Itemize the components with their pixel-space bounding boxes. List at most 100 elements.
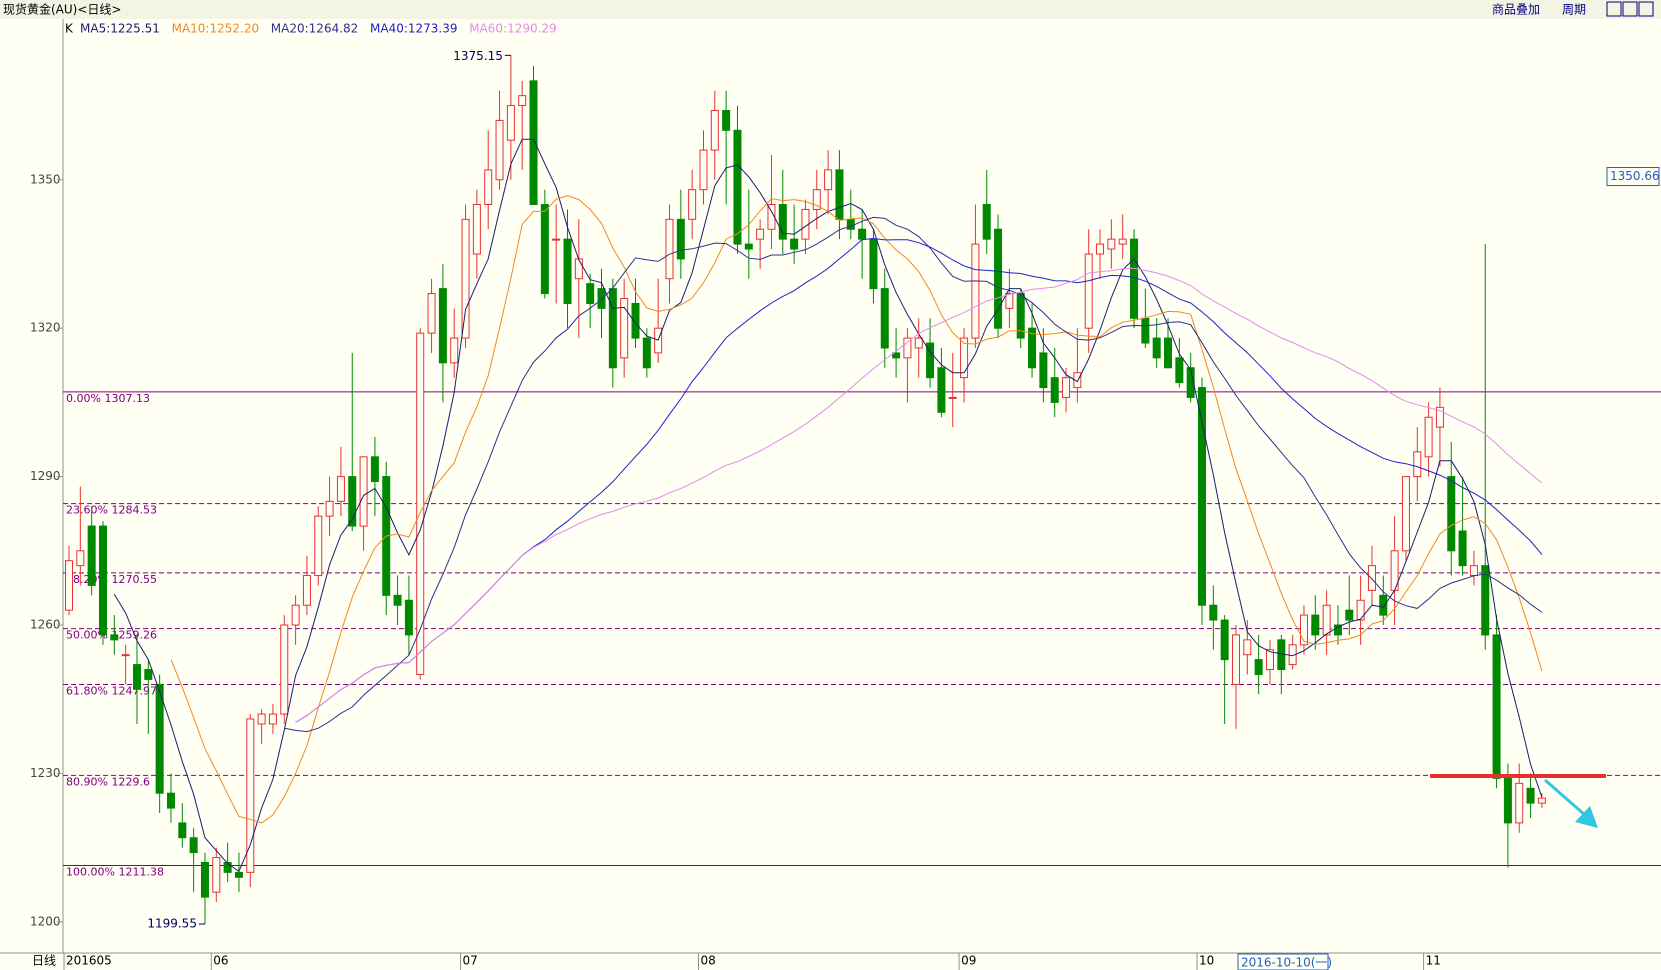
candle-body	[1243, 639, 1252, 656]
candle-body	[427, 293, 436, 334]
candle-body	[246, 718, 255, 873]
candle-body	[676, 218, 685, 260]
candle-body	[1413, 451, 1422, 478]
candle-body	[733, 129, 742, 245]
candle-body	[1073, 372, 1082, 389]
candle-body	[98, 525, 107, 636]
candle-body	[529, 80, 538, 206]
nav-button[interactable]	[1638, 1, 1654, 17]
candle-body	[1311, 614, 1320, 636]
candle-body	[257, 713, 266, 725]
candle-body	[563, 238, 572, 304]
candle-body	[1492, 634, 1501, 779]
candle-body	[846, 218, 855, 230]
ma-line	[295, 267, 1543, 723]
candle-body	[982, 204, 991, 240]
candle-body	[393, 594, 402, 606]
candle-body	[631, 302, 640, 339]
candle-body	[1220, 619, 1229, 661]
y-tick-label: 1290	[30, 469, 61, 483]
ma-line	[170, 195, 1543, 824]
candle-body	[1198, 387, 1206, 606]
legend-entry: MA5:1225.51	[80, 22, 160, 36]
candle-body	[302, 575, 311, 606]
y-tick-label: 1260	[30, 618, 61, 632]
legend: K MA5:1225.51 MA10:1252.20 MA20:1264.82 MA40…	[65, 22, 557, 36]
chart-title: 现货黄金(AU)<日线>	[3, 2, 121, 17]
candle-body	[1526, 787, 1535, 804]
candle-body	[234, 871, 243, 878]
candle-body	[892, 352, 901, 359]
toolbar-button[interactable]: 周期	[1562, 3, 1586, 17]
candle-body	[1401, 476, 1410, 552]
candle-body	[778, 204, 787, 240]
candle-body	[506, 105, 515, 141]
x-tick-label: 10	[1199, 954, 1214, 968]
annotation-arrow	[1544, 778, 1586, 817]
candle-body	[223, 861, 232, 873]
candle-body	[790, 238, 799, 250]
candle-body	[314, 515, 323, 577]
ma-line	[284, 216, 1543, 733]
candle-body	[1050, 377, 1059, 403]
candle-body	[812, 189, 821, 210]
candle-body	[1062, 377, 1071, 398]
candle-body	[1435, 406, 1444, 428]
candle-body	[1152, 337, 1161, 359]
candle-body	[76, 550, 85, 567]
candle-body	[1277, 639, 1286, 671]
candle-body	[1447, 476, 1456, 552]
x-tick-label: 11	[1426, 954, 1441, 968]
fib-pct: 61.80%	[66, 685, 108, 698]
candle-body	[971, 243, 980, 339]
candle-body	[608, 288, 617, 369]
candle-body	[1537, 797, 1546, 804]
candle-body	[518, 95, 527, 107]
price-tag: 1350.66	[1610, 169, 1660, 183]
candle-body	[291, 604, 300, 626]
candle-body	[574, 258, 583, 280]
candle-body	[1028, 327, 1037, 369]
candle-body	[280, 624, 289, 715]
candle-body	[1299, 614, 1308, 646]
candle-body	[1254, 659, 1263, 675]
toolbar-button[interactable]: 商品叠加	[1492, 2, 1540, 17]
fib-pct: 0.00%	[66, 392, 101, 405]
candle-body	[824, 169, 833, 191]
candle-body	[948, 396, 957, 399]
candle-body	[348, 476, 357, 527]
fib-pct: 50.00%	[66, 629, 108, 642]
fib-pct: 38.20%	[66, 573, 108, 586]
candle-body	[438, 288, 447, 364]
fib-label: 100.00% 1211.38	[66, 866, 164, 879]
nav-button[interactable]	[1606, 1, 1622, 17]
candle-body	[1096, 243, 1105, 255]
candle-body	[370, 456, 379, 483]
nav-button[interactable]	[1622, 1, 1638, 17]
candle-body	[495, 119, 504, 181]
candle-body	[1141, 317, 1150, 344]
candle-body	[416, 332, 425, 675]
candle-body	[767, 204, 776, 230]
candle-body	[1231, 634, 1240, 685]
candle-body	[1265, 649, 1274, 671]
candle-body	[1107, 238, 1116, 250]
legend-entry: MA10:1252.20	[172, 22, 260, 36]
candle-body	[1005, 293, 1014, 309]
candle-body	[903, 337, 912, 359]
fib-label: 23.60% 1284.53	[66, 504, 157, 517]
candle-body	[87, 525, 96, 586]
candle-body	[1424, 416, 1433, 458]
candle-body	[1209, 604, 1218, 621]
candle-body	[586, 283, 595, 304]
candle-body	[268, 713, 277, 725]
candle-body	[1175, 357, 1184, 384]
candle-body	[1503, 777, 1512, 824]
candle-body	[835, 169, 844, 220]
candle-body	[1379, 594, 1388, 616]
candle-body	[1458, 530, 1467, 567]
cursor-date-box	[1237, 953, 1329, 970]
candle-body	[1356, 599, 1365, 621]
cursor-date: 2016-10-10(一)	[1241, 956, 1332, 970]
